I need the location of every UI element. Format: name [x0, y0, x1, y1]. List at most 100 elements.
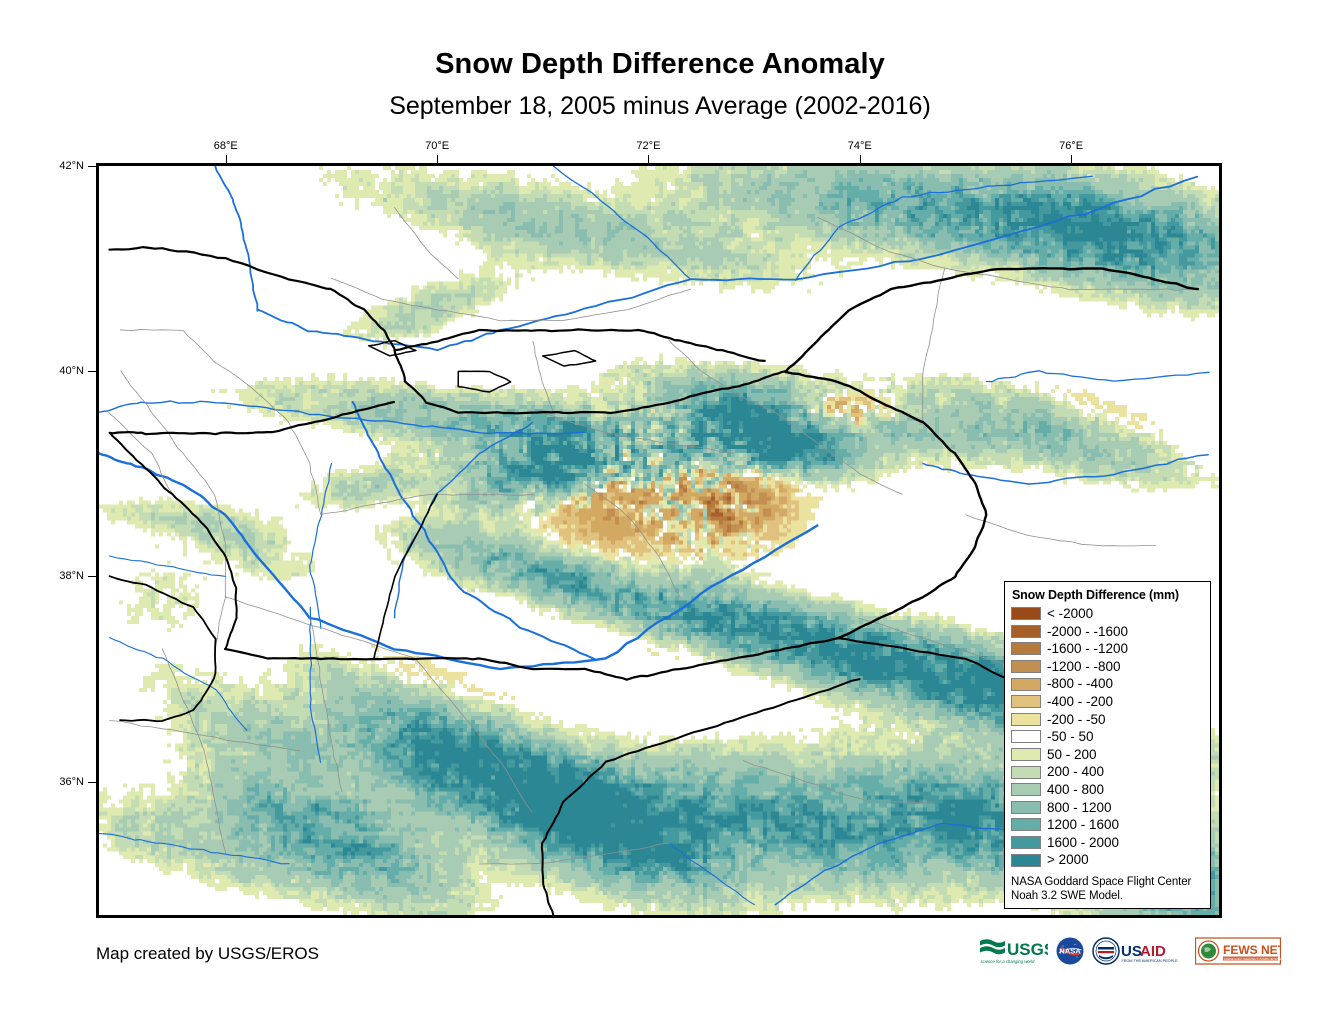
svg-text:science for a changing world: science for a changing world: [981, 959, 1036, 964]
legend-panel[interactable]: Snow Depth Difference (mm) < -2000 -2000 …: [1004, 581, 1211, 909]
legend-label: 800 - 1200: [1047, 799, 1112, 815]
svg-text:FEWS NET: FEWS NET: [1223, 943, 1281, 957]
border-uz-tj-west: [108, 432, 238, 650]
legend-title: Snow Depth Difference (mm): [1012, 588, 1179, 602]
admin-boundary-16: [584, 483, 681, 598]
lon-tick-label: 68°E: [213, 140, 238, 152]
svg-text:US: US: [1121, 943, 1142, 960]
river-east-kashgar: [985, 370, 1210, 383]
admin-boundary-8: [921, 267, 946, 423]
border-enclave-3: [367, 339, 417, 357]
svg-text:USGS: USGS: [1007, 940, 1048, 959]
legend-row[interactable]: 800 - 1200: [1011, 799, 1204, 817]
svg-text:FAMINE EARLY WARNING SYSTEMS N: FAMINE EARLY WARNING SYSTEMS NETWORK: [1224, 957, 1281, 961]
legend-row[interactable]: -800 - -400: [1011, 675, 1204, 693]
admin-boundary-4: [394, 207, 459, 280]
legend-row[interactable]: > 2000: [1011, 851, 1204, 869]
usgs-logo: USGS science for a changing world: [980, 939, 1048, 964]
legend-row[interactable]: 1200 - 1600: [1011, 816, 1204, 834]
page-subtitle: September 18, 2005 minus Average (2002-2…: [389, 92, 931, 120]
legend-row[interactable]: -2000 - -1600: [1011, 623, 1204, 641]
legend-swatch: [1011, 677, 1041, 691]
admin-boundary-13: [309, 617, 343, 793]
svg-text:NASA: NASA: [1059, 947, 1081, 956]
legend-label: 400 - 800: [1047, 781, 1105, 797]
legend-row[interactable]: -50 - 50: [1011, 728, 1204, 746]
lon-tick-mark: [225, 155, 227, 163]
admin-boundary-21: [478, 842, 670, 865]
admin-boundary-18: [965, 514, 1156, 547]
lon-tick-label: 74°E: [847, 140, 872, 152]
legend-swatch: [1011, 836, 1041, 850]
river-swat: [669, 842, 755, 906]
legend-swatch: [1011, 624, 1041, 638]
admin-boundary-3: [330, 277, 692, 322]
legend-row[interactable]: -1200 - -800: [1011, 658, 1204, 676]
legend-label: 1200 - 1600: [1047, 817, 1120, 833]
legend-swatch: [1011, 818, 1041, 832]
admin-boundary-2: [320, 493, 533, 515]
legend-row[interactable]: -400 - -200: [1011, 693, 1204, 711]
river-east-tarim: [922, 454, 1209, 485]
legend-label: 200 - 400: [1047, 764, 1105, 780]
svg-text:AID: AID: [1140, 943, 1166, 960]
admin-boundary-10: [541, 412, 734, 454]
lon-tick-label: 72°E: [636, 140, 661, 152]
legend-row[interactable]: 200 - 400: [1011, 763, 1204, 781]
lat-tick-mark: [88, 371, 96, 373]
admin-boundary-0: [120, 328, 322, 516]
lon-tick-mark: [437, 155, 439, 163]
lat-tick-label: 38°N: [59, 570, 84, 583]
legend-row[interactable]: 1600 - 2000: [1011, 834, 1204, 852]
border-tj-uz-north: [108, 400, 395, 436]
legend-source-note: NASA Goddard Space Flight Center Noah 3.…: [1011, 875, 1204, 904]
legend-swatch: [1011, 748, 1041, 762]
legend-label: -400 - -200: [1047, 694, 1114, 710]
border-tj-kg: [393, 349, 787, 415]
legend-row[interactable]: 400 - 800: [1011, 781, 1204, 799]
admin-boundary-12: [161, 648, 227, 854]
river-west-trib: [108, 555, 227, 577]
admin-boundary-20: [742, 760, 935, 803]
legend-row[interactable]: -200 - -50: [1011, 711, 1204, 729]
legend-row[interactable]: < -2000: [1011, 605, 1204, 623]
admin-boundary-6: [668, 339, 776, 413]
legend-label: -2000 - -1600: [1047, 623, 1129, 639]
legend-label: -200 - -50: [1047, 711, 1106, 727]
admin-boundary-1: [120, 370, 227, 649]
border-uz-kg: [393, 328, 766, 362]
lat-tick-mark: [88, 781, 96, 783]
admin-boundary-14: [414, 658, 533, 813]
anomaly-class-cells: [99, 166, 1219, 915]
border-cn-tj: [784, 370, 988, 640]
admin-boundary-17: [774, 411, 903, 495]
border-tm-uz: [108, 575, 217, 723]
legend-swatch: [1011, 642, 1041, 656]
admin-boundary-22: [108, 412, 174, 495]
legend-label: -1200 - -800: [1047, 658, 1121, 674]
lon-tick-label: 70°E: [425, 140, 450, 152]
lat-tick-mark: [88, 166, 96, 167]
legend-label: 50 - 200: [1047, 746, 1097, 762]
river-balkhab: [109, 637, 248, 731]
border-enclave-1: [457, 370, 512, 393]
river-chirchik: [552, 166, 691, 279]
lon-tick-mark: [859, 155, 861, 163]
anomaly-class-cells: [639, 480, 751, 533]
admin-boundary-9: [1006, 278, 1199, 291]
legend-swatch: [1011, 607, 1041, 621]
anomaly-class-cells: [543, 397, 887, 561]
legend-row[interactable]: 50 - 200: [1011, 746, 1204, 764]
legend-row[interactable]: -1600 - -1200: [1011, 640, 1204, 658]
snow-anomaly-raster: [99, 166, 1219, 915]
usaid-logo: US AID FROM THE AMERICAN PEOPLE: [1092, 937, 1178, 965]
legend-swatch: [1011, 660, 1041, 674]
border-tj-af: [223, 636, 840, 681]
fewsnet-logo: FEWS NET FAMINE EARLY WARNING SYSTEMS NE…: [1195, 937, 1281, 965]
legend-note-line2: Noah 3.2 SWE Model.: [1011, 890, 1123, 903]
legend-label: < -2000: [1047, 606, 1094, 622]
river-panj: [351, 401, 596, 661]
legend-swatch: [1011, 695, 1041, 709]
legend-label: > 2000: [1047, 852, 1089, 868]
